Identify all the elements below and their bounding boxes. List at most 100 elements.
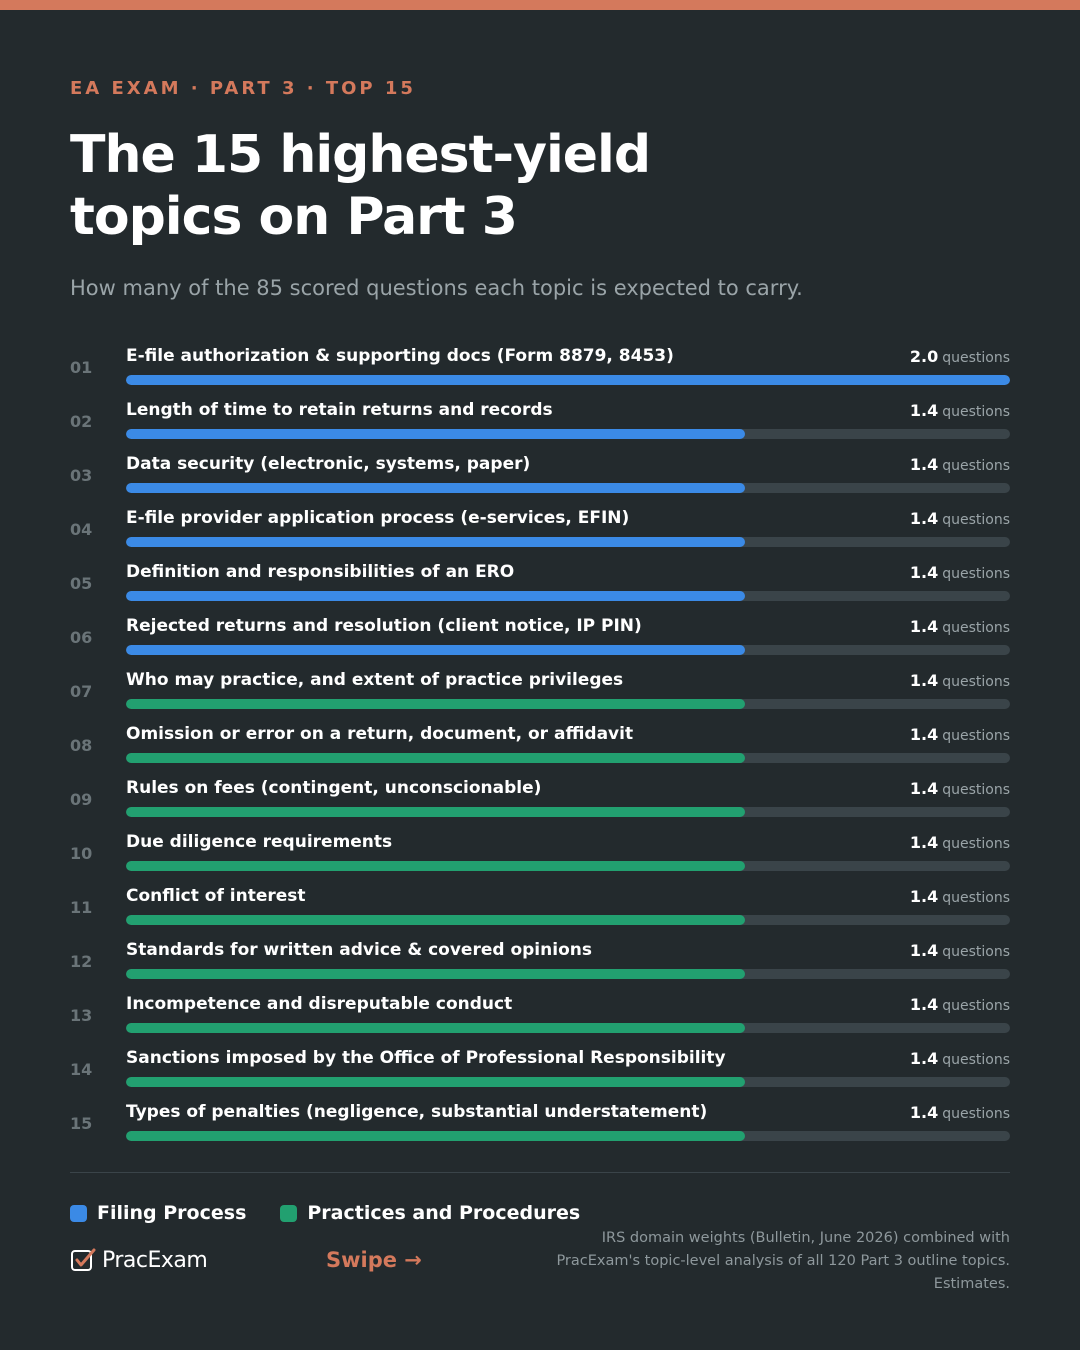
value-unit: questions [942, 566, 1010, 582]
page-subtitle: How many of the 85 scored questions each… [70, 276, 803, 300]
value-label: 1.4 questions [910, 617, 1010, 636]
value-label: 1.4 questions [910, 941, 1010, 960]
category-label: Length of time to retain returns and rec… [126, 400, 553, 420]
rank-label: 10 [70, 844, 93, 863]
rank-label: 13 [70, 1006, 93, 1025]
value-label: 1.4 questions [910, 995, 1010, 1014]
value-unit: questions [942, 782, 1010, 798]
chart-row: 08 Omission or error on a return, documen… [70, 718, 1010, 772]
rank-label: 02 [70, 412, 93, 431]
value-unit: questions [942, 836, 1010, 852]
value-number: 1.4 [909, 941, 939, 960]
value-number: 1.4 [909, 1103, 939, 1122]
chart-row: 10 Due diligence requirements 1.4 questions [70, 826, 1010, 880]
legend-label-filing: Filing Process [97, 1202, 247, 1224]
value-unit: questions [942, 890, 1010, 906]
rank-label: 11 [70, 898, 93, 917]
brand-name: PracExam [102, 1247, 208, 1273]
value-unit: questions [942, 728, 1010, 744]
chart-row: 01 E-file authorization & supporting docs… [70, 340, 1010, 394]
bar-track [126, 645, 1010, 655]
rank-label: 15 [70, 1114, 93, 1133]
value-number: 1.4 [909, 671, 939, 690]
bar-track [126, 1131, 1010, 1141]
bar [126, 1077, 745, 1087]
chart-row: 11 Conflict of interest 1.4 questions [70, 880, 1010, 934]
chart-row: 06 Rejected returns and resolution (clien… [70, 610, 1010, 664]
rank-label: 01 [70, 358, 93, 377]
bar-track [126, 591, 1010, 601]
chart-row: 02 Length of time to retain returns and r… [70, 394, 1010, 448]
legend-item-practices: Practices and Procedures [280, 1202, 580, 1224]
bar [126, 429, 745, 439]
category-label: Standards for written advice & covered o… [126, 940, 592, 960]
bar-track [126, 969, 1010, 979]
chart-row: 12 Standards for written advice & covered… [70, 934, 1010, 988]
rank-label: 14 [70, 1060, 93, 1079]
chart-row: 07 Who may practice, and extent of practi… [70, 664, 1010, 718]
rank-label: 07 [70, 682, 93, 701]
category-label: Due diligence requirements [126, 832, 393, 852]
value-label: 1.4 questions [910, 509, 1010, 528]
title-line-1: The 15 highest-yield [70, 125, 651, 185]
chart-row: 05 Definition and responsibilities of an … [70, 556, 1010, 610]
value-label: 1.4 questions [910, 887, 1010, 906]
brand-logo: PracExam [70, 1247, 208, 1273]
value-number: 1.4 [909, 725, 939, 744]
bar [126, 645, 745, 655]
category-label: Incompetence and disreputable conduct [126, 994, 513, 1014]
bar [126, 1131, 745, 1141]
bar [126, 861, 745, 871]
rank-label: 12 [70, 952, 93, 971]
bar [126, 699, 745, 709]
bar [126, 1023, 745, 1033]
page-title: The 15 highest-yield topics on Part 3 [70, 124, 970, 248]
bar-track [126, 483, 1010, 493]
category-label: Rules on fees (contingent, unconscionabl… [126, 778, 542, 798]
bar [126, 483, 745, 493]
bar [126, 537, 745, 547]
top-accent-bar [0, 0, 1080, 10]
source-note: IRS domain weights (Bulletin, June 2026)… [556, 1230, 1010, 1292]
rank-label: 03 [70, 466, 93, 485]
chart-row: 04 E-file provider application process (e… [70, 502, 1010, 556]
category-label: Rejected returns and resolution (client … [126, 616, 642, 636]
chart-legend: Filing Process Practices and Procedures [70, 1202, 580, 1224]
value-label: 1.4 questions [910, 725, 1010, 744]
category-label: Who may practice, and extent of practice… [126, 670, 624, 690]
rank-label: 06 [70, 628, 93, 647]
swipe-prompt[interactable]: Swipe → [326, 1248, 422, 1272]
value-label: 1.4 questions [910, 833, 1010, 852]
value-number: 1.4 [909, 563, 939, 582]
rank-label: 05 [70, 574, 93, 593]
value-number: 1.4 [909, 833, 939, 852]
legend-item-filing: Filing Process [70, 1202, 246, 1224]
eyebrow-label: EA EXAM · PART 3 · TOP 15 [70, 78, 416, 99]
chart-row: 13 Incompetence and disreputable conduct 1… [70, 988, 1010, 1042]
bar-track [126, 753, 1010, 763]
bar-track [126, 1023, 1010, 1033]
value-unit: questions [942, 620, 1010, 636]
chart-row: 03 Data security (electronic, systems, pa… [70, 448, 1010, 502]
rank-label: 08 [70, 736, 93, 755]
value-number: 1.4 [909, 1049, 939, 1068]
checkbox-check-icon [71, 1248, 96, 1271]
bar-track [126, 861, 1010, 871]
bar-track [126, 375, 1010, 385]
bar-track [126, 807, 1010, 817]
title-line-2: topics on Part 3 [70, 187, 518, 247]
bar [126, 969, 745, 979]
bar-track [126, 537, 1010, 547]
value-unit: questions [942, 674, 1010, 690]
chart-row: 09 Rules on fees (contingent, unconsciona… [70, 772, 1010, 826]
category-label: Definition and responsibilities of an ER… [126, 562, 515, 582]
bar-track [126, 429, 1010, 439]
bar [126, 591, 745, 601]
value-label: 1.4 questions [910, 401, 1010, 420]
value-unit: questions [942, 1052, 1010, 1068]
bar-track [126, 915, 1010, 925]
value-label: 1.4 questions [910, 563, 1010, 582]
category-label: E-file authorization & supporting docs (… [126, 346, 674, 366]
value-unit: questions [942, 998, 1010, 1014]
value-label: 1.4 questions [910, 1103, 1010, 1122]
